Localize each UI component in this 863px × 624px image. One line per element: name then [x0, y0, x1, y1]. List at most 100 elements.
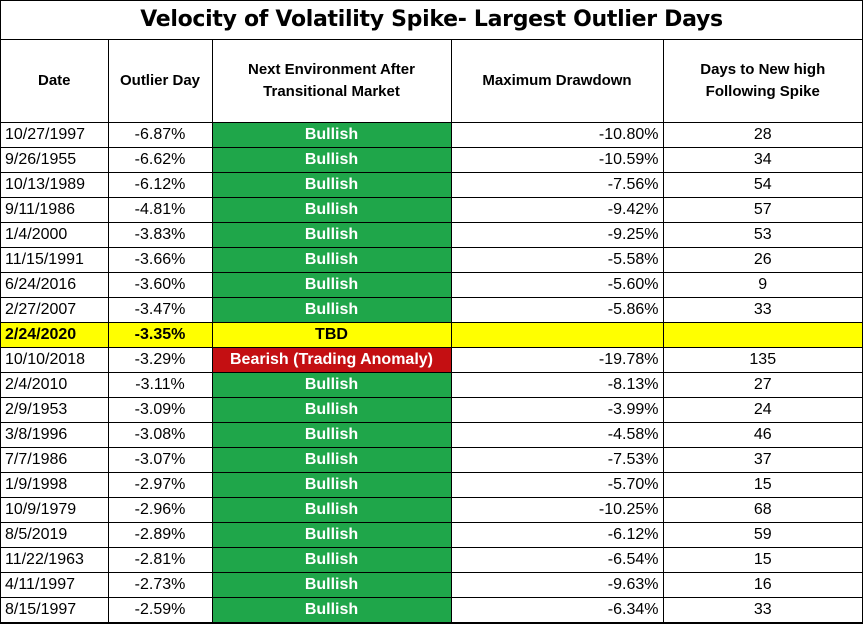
days-to-new-high-cell: 57 — [662, 197, 862, 223]
date-cell: 2/9/1953 — [1, 397, 109, 423]
outlier-day-cell: -6.62% — [107, 147, 213, 173]
drawdown-cell: -9.63% — [450, 572, 664, 598]
table-row: 10/10/2018 -3.29% Bearish (Trading Anomaly… — [1, 347, 862, 373]
environment-cell: Bullish — [211, 397, 452, 423]
days-to-new-high-cell: 135 — [662, 347, 862, 373]
drawdown-cell: -5.60% — [450, 272, 664, 298]
date-cell: 9/11/1986 — [1, 197, 109, 223]
days-to-new-high-cell: 34 — [662, 147, 862, 173]
date-cell: 8/15/1997 — [1, 597, 109, 623]
date-cell: 2/27/2007 — [1, 297, 109, 323]
days-to-new-high-cell: 68 — [662, 497, 862, 523]
outlier-day-cell: -3.07% — [107, 447, 213, 473]
outlier-day-cell: -2.96% — [107, 497, 213, 523]
drawdown-cell: -10.25% — [450, 497, 664, 523]
outlier-day-cell: -3.08% — [107, 422, 213, 448]
environment-cell: Bullish — [211, 522, 452, 548]
environment-cell: Bullish — [211, 172, 452, 198]
table-row: 10/27/1997 -6.87% Bullish -10.80% 28 — [1, 122, 862, 148]
days-to-new-high-cell: 46 — [662, 422, 862, 448]
outlier-days-table: Date Outlier Day Next Environment After … — [1, 40, 862, 623]
date-cell: 2/24/2020 — [1, 322, 109, 348]
days-to-new-high-cell: 26 — [662, 247, 862, 273]
drawdown-cell: -4.58% — [450, 422, 664, 448]
date-cell: 2/4/2010 — [1, 372, 109, 398]
outlier-day-cell: -3.60% — [107, 272, 213, 298]
days-to-new-high-cell: 27 — [662, 372, 862, 398]
days-to-new-high-cell: 28 — [662, 122, 862, 148]
drawdown-cell: -6.54% — [450, 547, 664, 573]
environment-cell: Bullish — [211, 272, 452, 298]
table-row: 2/24/2020 -3.35% TBD — [1, 322, 862, 348]
drawdown-cell: -5.58% — [450, 247, 664, 273]
drawdown-cell: -10.59% — [450, 147, 664, 173]
environment-cell: Bullish — [211, 122, 452, 148]
drawdown-cell: -6.12% — [450, 522, 664, 548]
outlier-day-cell: -2.97% — [107, 472, 213, 498]
environment-cell: Bullish — [211, 572, 452, 598]
drawdown-cell: -5.70% — [450, 472, 664, 498]
date-cell: 6/24/2016 — [1, 272, 109, 298]
environment-cell: Bullish — [211, 247, 452, 273]
drawdown-cell: -5.86% — [450, 297, 664, 323]
header-row: Date Outlier Day Next Environment After … — [1, 40, 862, 123]
outlier-day-cell: -3.09% — [107, 397, 213, 423]
date-cell: 8/5/2019 — [1, 522, 109, 548]
days-to-new-high-cell: 33 — [662, 597, 862, 623]
outlier-day-cell: -2.89% — [107, 522, 213, 548]
environment-cell: Bullish — [211, 447, 452, 473]
table-row: 9/26/1955 -6.62% Bullish -10.59% 34 — [1, 147, 862, 173]
environment-cell: TBD — [211, 322, 452, 348]
table-row: 2/9/1953 -3.09% Bullish -3.99% 24 — [1, 397, 862, 423]
outlier-day-cell: -6.12% — [107, 172, 213, 198]
drawdown-cell: -8.13% — [450, 372, 664, 398]
table-row: 10/9/1979 -2.96% Bullish -10.25% 68 — [1, 497, 862, 523]
table-row: 6/24/2016 -3.60% Bullish -5.60% 9 — [1, 272, 862, 298]
date-cell: 1/4/2000 — [1, 222, 109, 248]
table-row: 10/13/1989 -6.12% Bullish -7.56% 54 — [1, 172, 862, 198]
outlier-day-cell: -3.11% — [107, 372, 213, 398]
environment-cell: Bullish — [211, 547, 452, 573]
days-to-new-high-cell: 24 — [662, 397, 862, 423]
table-row: 8/15/1997 -2.59% Bullish -6.34% 33 — [1, 597, 862, 623]
table-row: 3/8/1996 -3.08% Bullish -4.58% 46 — [1, 422, 862, 448]
outlier-day-cell: -3.35% — [107, 322, 213, 348]
table-row: 1/4/2000 -3.83% Bullish -9.25% 53 — [1, 222, 862, 248]
drawdown-cell: -7.53% — [450, 447, 664, 473]
date-cell: 10/10/2018 — [1, 347, 109, 373]
days-to-new-high-cell: 16 — [662, 572, 862, 598]
outlier-day-cell: -3.29% — [107, 347, 213, 373]
date-cell: 11/15/1991 — [1, 247, 109, 273]
drawdown-cell: -19.78% — [450, 347, 664, 373]
table-row: 7/7/1986 -3.07% Bullish -7.53% 37 — [1, 447, 862, 473]
days-to-new-high-cell: 37 — [662, 447, 862, 473]
date-cell: 9/26/1955 — [1, 147, 109, 173]
drawdown-cell: -9.42% — [450, 197, 664, 223]
outlier-day-cell: -2.81% — [107, 547, 213, 573]
days-to-new-high-cell: 9 — [662, 272, 862, 298]
days-to-new-high-cell: 59 — [662, 522, 862, 548]
table-row: 8/5/2019 -2.89% Bullish -6.12% 59 — [1, 522, 862, 548]
header-next-environment: Next Environment After Transitional Mark… — [211, 40, 452, 123]
days-to-new-high-cell: 15 — [662, 547, 862, 573]
drawdown-cell: -10.80% — [450, 122, 664, 148]
environment-cell: Bearish (Trading Anomaly) — [211, 347, 452, 373]
date-cell: 3/8/1996 — [1, 422, 109, 448]
environment-cell: Bullish — [211, 147, 452, 173]
drawdown-cell — [450, 322, 664, 348]
date-cell: 1/9/1998 — [1, 472, 109, 498]
outlier-day-cell: -2.59% — [107, 597, 213, 623]
environment-cell: Bullish — [211, 197, 452, 223]
days-to-new-high-cell — [662, 322, 862, 348]
environment-cell: Bullish — [211, 497, 452, 523]
environment-cell: Bullish — [211, 297, 452, 323]
outlier-day-cell: -6.87% — [107, 122, 213, 148]
date-cell: 4/11/1997 — [1, 572, 109, 598]
drawdown-cell: -3.99% — [450, 397, 664, 423]
table-title: Velocity of Volatility Spike- Largest Ou… — [1, 1, 862, 40]
environment-cell: Bullish — [211, 472, 452, 498]
drawdown-cell: -9.25% — [450, 222, 664, 248]
outlier-day-cell: -3.83% — [107, 222, 213, 248]
date-cell: 10/27/1997 — [1, 122, 109, 148]
